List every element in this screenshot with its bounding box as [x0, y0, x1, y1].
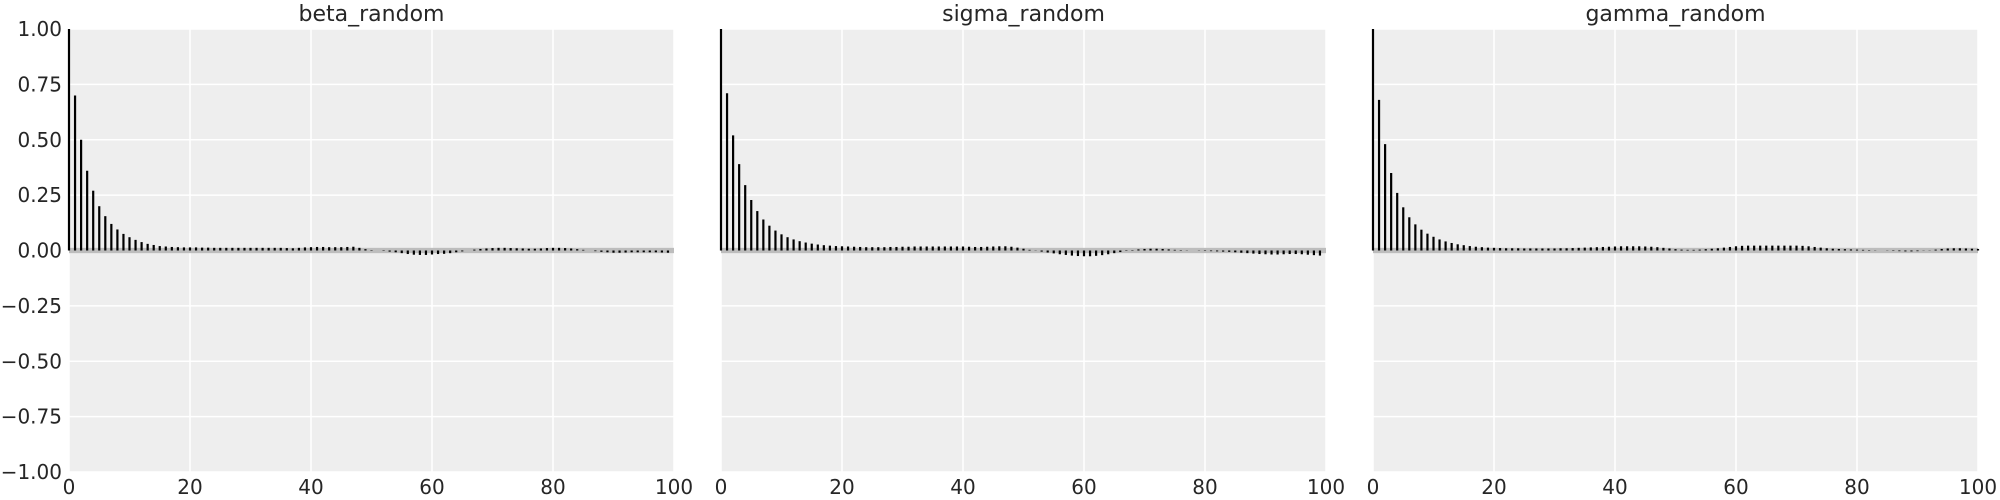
- x-tick-label: 20: [177, 475, 202, 499]
- x-tick-label: 100: [1959, 475, 1997, 499]
- x-tick-label: 40: [298, 475, 323, 499]
- y-tick-label: 0.00: [17, 239, 62, 263]
- x-tick-label: 80: [540, 475, 565, 499]
- x-tick-label: 0: [715, 475, 728, 499]
- x-tick-label: 40: [950, 475, 975, 499]
- x-tick-label: 60: [1071, 475, 1096, 499]
- panel-title: beta_random: [299, 2, 445, 27]
- acf-panel-1: sigma_random 0 20 40 60 80 100: [715, 2, 1345, 499]
- x-tick-label: 40: [1602, 475, 1627, 499]
- y-tick-label: −0.75: [1, 405, 62, 429]
- y-tick-label: 0.75: [17, 72, 62, 96]
- x-tick-label: 80: [1192, 475, 1217, 499]
- y-tick-label: −0.50: [1, 349, 62, 373]
- x-tick-label: 100: [655, 475, 693, 499]
- acf-panel-2: gamma_random 0 20 40 60 80 100: [1367, 2, 1997, 499]
- x-tick-label: 60: [419, 475, 444, 499]
- y-tick-label: −0.25: [1, 294, 62, 318]
- y-tick-label: 1.00: [17, 17, 62, 41]
- x-tick-label: 20: [1481, 475, 1506, 499]
- y-tick-label: 0.25: [17, 183, 62, 207]
- y-tick-label: 0.50: [17, 128, 62, 152]
- x-tick-label: 60: [1723, 475, 1748, 499]
- panel-title: gamma_random: [1585, 2, 1765, 27]
- x-tick-label: 80: [1844, 475, 1869, 499]
- y-tick-label: −1.00: [1, 460, 62, 484]
- acf-panel-0: beta_random 0 20 40 60 80 100 −1.00 −0.75 −0.50 −0…: [1, 2, 693, 499]
- x-tick-label: 20: [829, 475, 854, 499]
- x-tick-label: 100: [1307, 475, 1345, 499]
- x-tick-label: 0: [63, 475, 76, 499]
- panel-title: sigma_random: [942, 2, 1105, 27]
- x-tick-label: 0: [1367, 475, 1380, 499]
